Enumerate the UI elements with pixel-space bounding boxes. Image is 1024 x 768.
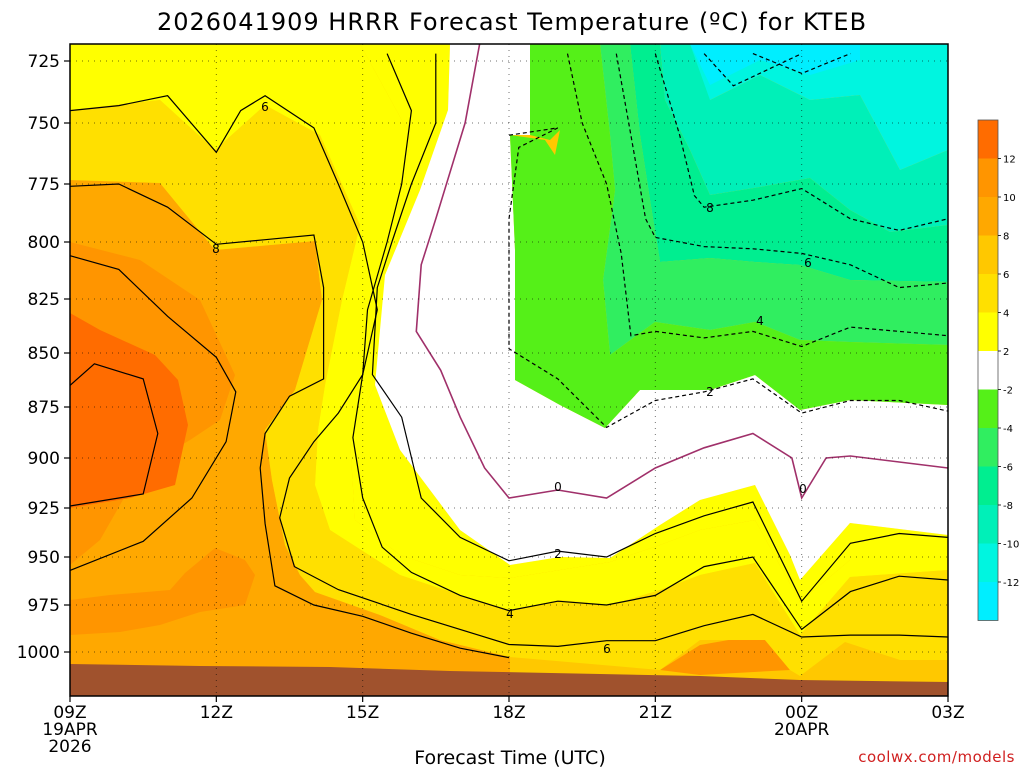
contour-line-6	[69, 94, 949, 648]
contour-label-6-lower: 6	[603, 642, 611, 656]
chart-title: 2026041909 HRRR Forecast Temperature (ºC…	[157, 8, 867, 36]
colorbar-swatch--10--8	[978, 505, 998, 544]
colorbar-swatch--4--2	[978, 389, 998, 428]
colorbar-swatch-12-14	[978, 120, 998, 159]
colorbar-frame	[977, 119, 999, 621]
temp-fill-neg12-neg10	[690, 44, 948, 170]
y-axis: 725 750 775 800 825 850 875 900 925 950 975 1000	[17, 52, 70, 663]
contour-lines	[69, 43, 949, 659]
contour-line-0	[415, 43, 949, 501]
y-tick-label-825: 825	[28, 290, 60, 310]
contour-label-2-lower: 2	[554, 547, 562, 561]
credit-text: coolwx.com/models	[858, 748, 1015, 766]
colorbar-swatch--2-2	[978, 351, 998, 390]
colorbar-label--8: -8	[1003, 501, 1013, 512]
temp-fill-surface-warm	[660, 638, 790, 675]
x-tick-label-12Z: 12Z	[200, 703, 233, 723]
colorbar-swatch-4-6	[978, 274, 998, 313]
colorbar: 12 10 8 6 4 2 -2 -4 -6 -8 -10 -12	[977, 119, 1019, 621]
y-tick-label-925: 925	[28, 499, 60, 519]
contour-line-neg2	[508, 127, 949, 429]
temp-fill-6-8	[70, 44, 948, 676]
temp-fill-2-4	[350, 44, 948, 602]
contour-label-4-lower: 4	[506, 607, 514, 621]
y-tick-label-950: 950	[28, 548, 60, 568]
y-tick-label-725: 725	[28, 52, 60, 72]
contour-label-0-left: 0	[554, 480, 562, 494]
plot-area	[70, 44, 948, 696]
contour-label-neg8: 8	[706, 201, 714, 215]
contour-line-neg6	[615, 53, 949, 289]
colorbar-swatch--14--12	[978, 582, 998, 621]
x-axis-label: Forecast Time (UTC)	[414, 747, 605, 768]
colorbar-label--10: -10	[1003, 540, 1019, 551]
contour-label-6-upper: 6	[261, 100, 269, 114]
x-tick-date-09Z: 19APR	[42, 720, 98, 740]
y-tick-label-850: 850	[28, 344, 60, 364]
colorbar-swatch-2-4	[978, 312, 998, 351]
x-tick-label-18Z: 18Z	[492, 703, 525, 723]
y-tick-label-1000: 1000	[17, 643, 60, 663]
colorbar-swatch-6-8	[978, 235, 998, 274]
colorbar-label-6: 6	[1003, 270, 1009, 281]
y-tick-label-750: 750	[28, 114, 60, 134]
colorbar-label--6: -6	[1003, 463, 1013, 474]
y-tick-label-975: 975	[28, 596, 60, 616]
y-tick-label-775: 775	[28, 175, 60, 195]
x-tick-label-09Z: 09Z	[53, 703, 86, 723]
contour-label-8-upper: 8	[212, 242, 220, 256]
contour-line-neg12	[752, 53, 851, 75]
contour-line-4	[352, 53, 949, 631]
colorbar-swatch--12--10	[978, 543, 998, 582]
colorbar-label--4: -4	[1003, 424, 1013, 435]
x-tick-label-03Z: 03Z	[931, 703, 964, 723]
temp-fill-neg2-2	[375, 44, 948, 580]
temp-fill-neg6-neg4	[600, 44, 948, 355]
contour-label-0-right: 0	[799, 482, 807, 496]
colorbar-swatch-8-10	[978, 197, 998, 236]
colorbar-swatch--6--4	[978, 428, 998, 467]
contour-line-10	[69, 255, 237, 571]
contour-line-8	[69, 183, 510, 659]
colorbar-label-8: 8	[1003, 232, 1009, 243]
x-tick-label-00Z: 00Z	[785, 703, 818, 723]
colorbar-label-4: 4	[1003, 309, 1009, 320]
colorbar-label-2: 2	[1003, 347, 1009, 358]
contour-line-neg8	[654, 53, 949, 232]
grid-lines	[70, 44, 948, 696]
contour-label-neg4: 4	[756, 314, 764, 328]
x-tick-year-09Z: 2026	[48, 737, 91, 757]
temp-fill-neg14-neg12	[690, 44, 860, 85]
contour-line-12	[69, 363, 159, 507]
x-tick-date-00Z: 20APR	[774, 720, 830, 740]
x-tick-label-21Z: 21Z	[639, 703, 672, 723]
y-tick-label-800: 800	[28, 233, 60, 253]
colorbar-label--2: -2	[1003, 386, 1013, 397]
colorbar-label-12: 12	[1003, 155, 1016, 166]
temp-fill-neg4-neg2	[510, 44, 948, 428]
temp-fill-10-12-lowpocket	[70, 548, 255, 635]
colorbar-swatch--8--6	[978, 466, 998, 505]
contour-label-neg2: 2	[706, 385, 714, 399]
temp-fill-4-6	[70, 44, 948, 635]
contour-line-neg4	[566, 53, 949, 348]
temp-fill-neg10-neg8	[660, 44, 948, 232]
colorbar-label-10: 10	[1003, 193, 1016, 204]
y-tick-label-900: 900	[28, 449, 60, 469]
contour-labels: 6 8 8 6 4 2 0 0 2 4 6	[212, 100, 812, 656]
colorbar-swatch-10-12	[978, 158, 998, 197]
x-tick-label-15Z: 15Z	[346, 703, 379, 723]
contour-label-neg6: 6	[804, 256, 812, 270]
temp-fill-12-14	[70, 313, 188, 508]
colorbar-label--12: -12	[1003, 578, 1019, 589]
y-tick-label-875: 875	[28, 398, 60, 418]
